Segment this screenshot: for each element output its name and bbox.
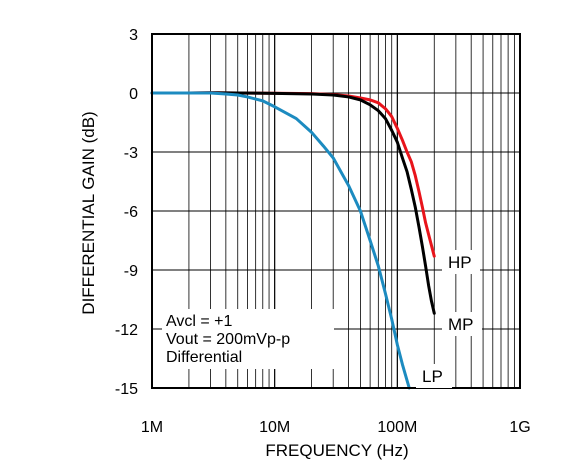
curves — [150, 91, 436, 390]
y-tick-label: 3 — [129, 27, 138, 44]
y-tick-label: -9 — [124, 263, 138, 280]
x-tick-labels: 1M 10M 100M 1G — [141, 419, 531, 436]
annotation-background — [162, 309, 334, 369]
annotation-line-1: Avcl = +1 — [166, 313, 233, 330]
series-label-lp-background — [416, 364, 452, 388]
x-tick-label: 100M — [377, 419, 417, 436]
series-label-mp-background — [442, 312, 482, 336]
x-tick-label: 10M — [259, 419, 290, 436]
x-tick-label: 1G — [509, 419, 530, 436]
y-tick-labels: 3 0 -3 -6 -9 -12 -15 — [115, 27, 138, 398]
y-tick-label: 0 — [129, 86, 138, 103]
y-tick-label: -15 — [115, 381, 138, 398]
annotation-box: Avcl = +1 Vout = 200mVp-p Differential — [162, 309, 334, 369]
series-line-mp — [150, 91, 436, 315]
y-tick-label: -12 — [115, 322, 138, 339]
series-label-hp-background — [442, 250, 480, 274]
series-label-lp: LP — [422, 367, 443, 386]
series-labels: HP MP LP — [416, 250, 482, 388]
y-tick-label: -3 — [124, 145, 138, 162]
annotation-line-2: Vout = 200mVp-p — [166, 331, 290, 348]
series-label-hp: HP — [448, 253, 472, 272]
series-label-mp: MP — [448, 315, 474, 334]
y-tick-label: -6 — [124, 204, 138, 221]
series-line-lp — [150, 91, 411, 390]
x-axis-title: FREQUENCY (Hz) — [265, 441, 408, 460]
annotation-line-3: Differential — [166, 349, 242, 366]
x-tick-label: 1M — [141, 419, 163, 436]
plot-frame — [151, 33, 521, 389]
y-axis-title: DIFFERENTIAL GAIN (dB) — [79, 111, 98, 314]
